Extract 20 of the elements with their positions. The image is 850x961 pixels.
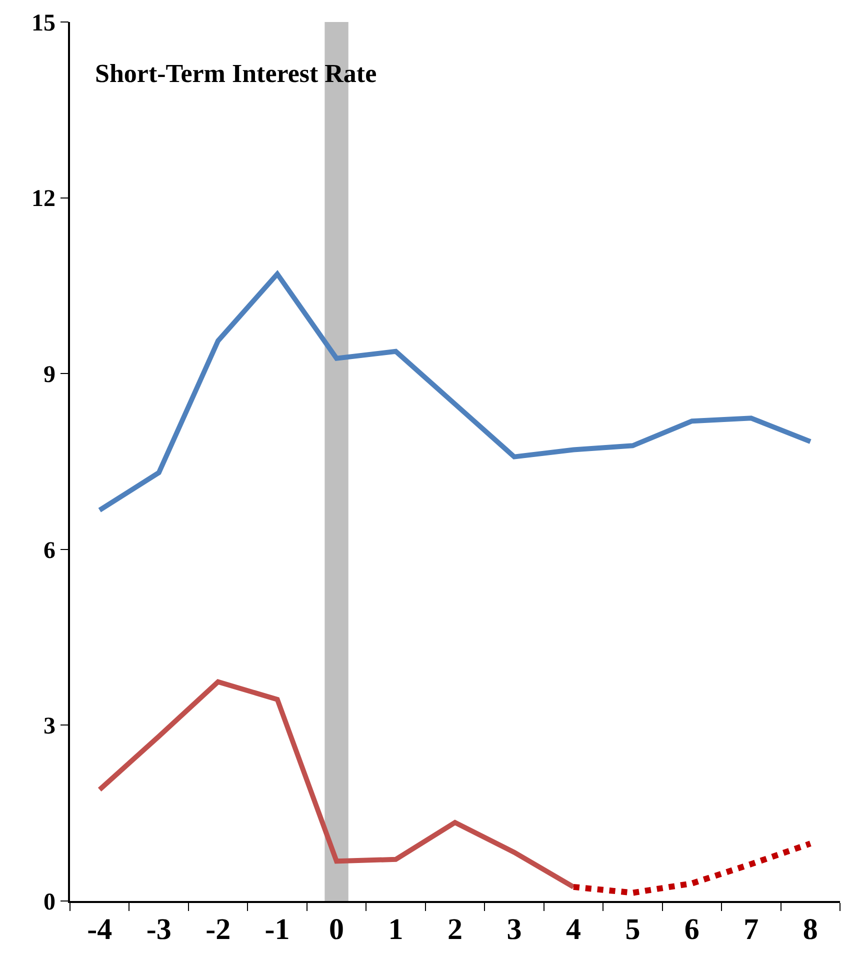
- y-tick-label: 3: [43, 714, 56, 740]
- x-tick-label: -4: [87, 912, 112, 946]
- x-tick-label: -3: [146, 912, 172, 946]
- x-tick-label: 8: [802, 912, 818, 946]
- x-tick-label: 2: [448, 912, 462, 946]
- y-tick-label: 12: [31, 186, 56, 212]
- y-tick-label: 15: [31, 10, 56, 36]
- x-tick-label: 6: [684, 912, 700, 946]
- x-tick-label: 7: [744, 912, 759, 946]
- text: Short-Term Interest Rate: [95, 59, 377, 88]
- x-tick-label: 5: [625, 912, 640, 946]
- x-tick-label: 0: [329, 912, 344, 946]
- x-tick-label: 1: [388, 912, 404, 946]
- x-tick-label: -1: [264, 912, 290, 946]
- y-tick-label: 9: [43, 362, 56, 388]
- x-tick-label: 3: [506, 912, 522, 946]
- x-tick-label: -2: [206, 912, 231, 946]
- y-tick-label: 0: [43, 889, 56, 916]
- y-tick-label: 6: [43, 538, 56, 564]
- x-tick-label: 4: [566, 912, 581, 946]
